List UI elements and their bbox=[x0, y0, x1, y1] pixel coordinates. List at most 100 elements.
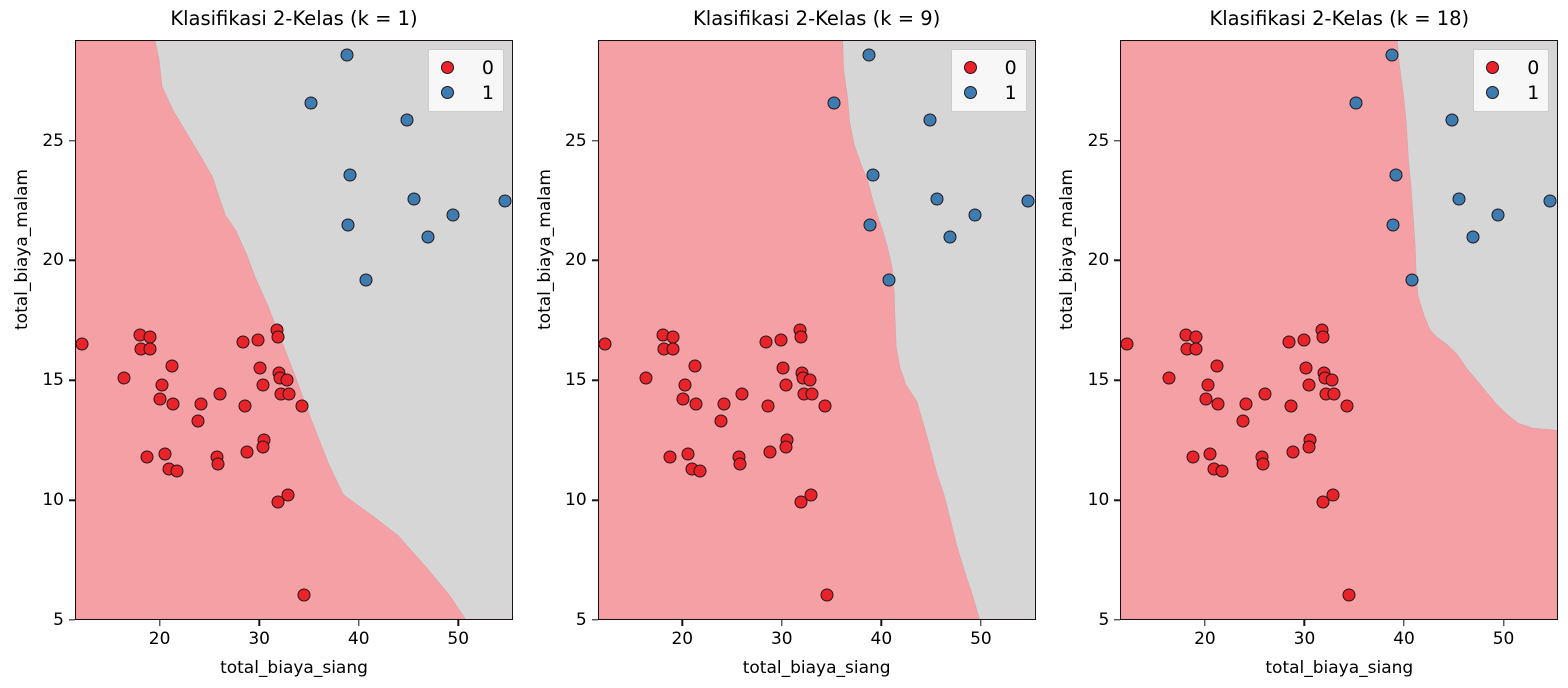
data-point-class0 bbox=[166, 397, 180, 411]
y-tick-label: 25 bbox=[1087, 130, 1110, 151]
x-tick-mark bbox=[258, 620, 260, 626]
data-point-class0 bbox=[1258, 387, 1272, 401]
data-point-class1 bbox=[304, 96, 318, 110]
data-point-class0 bbox=[1340, 399, 1354, 413]
data-point-class1 bbox=[1389, 168, 1403, 182]
y-tick-label: 25 bbox=[42, 130, 64, 151]
data-point-class1 bbox=[498, 194, 512, 208]
data-point-class0 bbox=[735, 387, 749, 401]
data-point-class0 bbox=[1326, 488, 1340, 502]
y-tick-label: 20 bbox=[565, 250, 587, 271]
data-point-class0 bbox=[681, 447, 695, 461]
subplot-panel: Klasifikasi 2-Kelas (k = 9) 0 1 5 10 15 20 25 20… bbox=[523, 0, 1046, 688]
data-point-class1 bbox=[446, 208, 460, 222]
data-point-class0 bbox=[776, 361, 790, 375]
data-point-class0 bbox=[1215, 464, 1229, 478]
data-point-class0 bbox=[763, 445, 777, 459]
data-point-class0 bbox=[598, 337, 612, 351]
x-tick-label: 30 bbox=[248, 629, 270, 649]
legend-label: 1 bbox=[1004, 81, 1017, 104]
data-point-class0 bbox=[240, 445, 254, 459]
y-tick-mark bbox=[1114, 259, 1121, 262]
data-point-class0 bbox=[663, 450, 677, 464]
legend-label: 0 bbox=[481, 56, 494, 79]
data-point-class0 bbox=[282, 387, 296, 401]
legend-label: 1 bbox=[1527, 81, 1540, 104]
data-point-class0 bbox=[1297, 333, 1311, 347]
legend-item: 1 bbox=[961, 80, 1017, 105]
legend-label: 1 bbox=[481, 81, 494, 104]
data-point-class1 bbox=[1543, 194, 1557, 208]
data-point-class1 bbox=[1385, 48, 1399, 62]
x-tick-label: 30 bbox=[770, 629, 793, 649]
subplot-panel: Klasifikasi 2-Kelas (k = 1) 0 1 5 10 15 20 25 20… bbox=[0, 0, 523, 688]
data-point-class0 bbox=[1299, 361, 1313, 375]
x-tick-mark bbox=[457, 620, 459, 626]
data-point-class0 bbox=[117, 371, 131, 385]
data-point-class0 bbox=[805, 387, 819, 401]
legend-item: 0 bbox=[438, 55, 494, 80]
data-point-class0 bbox=[820, 588, 834, 602]
data-point-class1 bbox=[930, 192, 944, 206]
legend-item: 1 bbox=[438, 80, 494, 105]
y-tick-mark bbox=[69, 259, 75, 262]
data-point-class0 bbox=[295, 399, 309, 413]
data-point-class1 bbox=[827, 96, 840, 110]
legend-marker-icon bbox=[963, 61, 977, 74]
data-point-class0 bbox=[236, 335, 250, 349]
data-point-class0 bbox=[238, 399, 252, 413]
y-tick-mark bbox=[69, 139, 75, 142]
data-point-class0 bbox=[804, 488, 818, 502]
data-point-class0 bbox=[794, 330, 808, 344]
y-tick-mark bbox=[69, 379, 75, 382]
data-point-class0 bbox=[281, 488, 295, 502]
data-point-class0 bbox=[1203, 447, 1217, 461]
data-point-class0 bbox=[1186, 450, 1200, 464]
y-tick-label: 20 bbox=[42, 250, 64, 271]
data-point-class0 bbox=[779, 440, 793, 454]
data-point-class1 bbox=[1386, 218, 1400, 232]
x-tick-mark bbox=[1403, 620, 1405, 626]
data-point-class1 bbox=[343, 168, 357, 182]
legend-label: 0 bbox=[1004, 56, 1017, 79]
data-point-class0 bbox=[779, 378, 793, 392]
y-tick-mark bbox=[591, 259, 598, 262]
x-tick-mark bbox=[681, 620, 683, 626]
y-tick-label: 20 bbox=[1087, 250, 1110, 271]
x-tick-label: 20 bbox=[148, 629, 171, 649]
data-point-class0 bbox=[155, 378, 169, 392]
data-point-class1 bbox=[1452, 192, 1466, 206]
data-point-class0 bbox=[1201, 378, 1215, 392]
panel-title: Klasifikasi 2-Kelas (k = 9) bbox=[692, 7, 941, 30]
data-point-class0 bbox=[1282, 335, 1296, 349]
data-point-class1 bbox=[968, 208, 982, 222]
data-point-class0 bbox=[153, 392, 167, 406]
data-point-class0 bbox=[1210, 359, 1224, 373]
x-tick-mark bbox=[1502, 620, 1505, 626]
data-point-class1 bbox=[1466, 230, 1480, 244]
data-point-class1 bbox=[421, 230, 435, 244]
data-point-class0 bbox=[271, 495, 285, 509]
x-tick-label: 40 bbox=[347, 629, 370, 649]
data-point-class0 bbox=[213, 387, 227, 401]
data-point-class0 bbox=[271, 330, 285, 344]
data-point-class1 bbox=[1021, 194, 1035, 208]
data-point-class0 bbox=[251, 333, 265, 347]
data-point-class0 bbox=[1286, 445, 1300, 459]
data-point-class0 bbox=[143, 342, 157, 356]
data-point-class1 bbox=[407, 192, 421, 206]
data-point-class0 bbox=[1162, 371, 1176, 385]
legend-label: 0 bbox=[1527, 56, 1540, 79]
x-tick-label: 50 bbox=[1492, 629, 1515, 649]
data-point-class0 bbox=[1211, 397, 1225, 411]
data-point-class0 bbox=[1342, 588, 1356, 602]
legend-marker-icon bbox=[963, 86, 977, 99]
x-tick-mark bbox=[880, 620, 883, 626]
data-point-class1 bbox=[862, 48, 876, 62]
data-point-class0 bbox=[774, 333, 788, 347]
x-tick-mark bbox=[980, 620, 982, 626]
decision-region-class0 bbox=[1121, 41, 1558, 619]
